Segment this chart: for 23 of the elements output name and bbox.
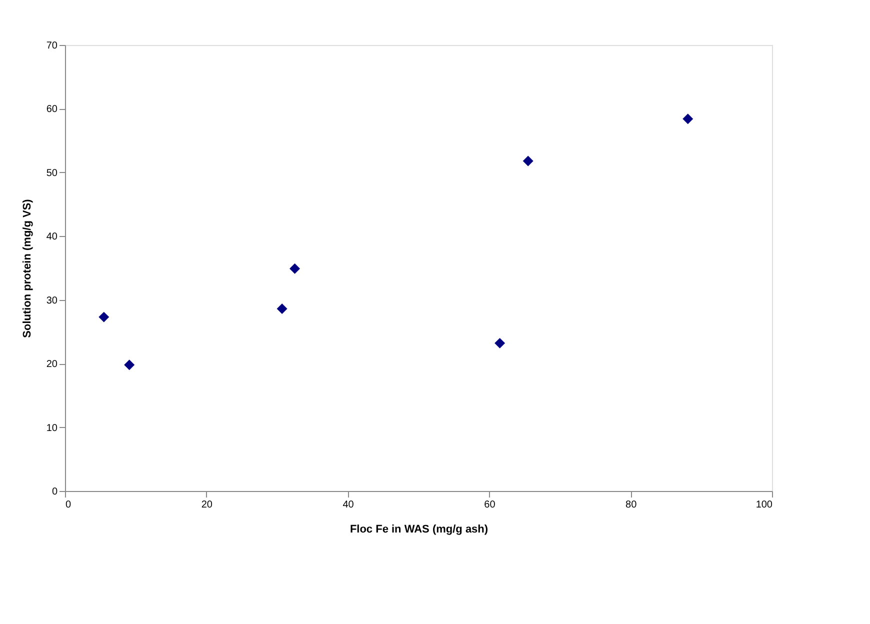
x-tick-label: 20 bbox=[201, 500, 213, 510]
point bbox=[124, 360, 135, 370]
y-tick-label: 70 bbox=[46, 40, 58, 52]
x-tick-label: 40 bbox=[342, 500, 354, 510]
y-tick-label: 60 bbox=[46, 104, 58, 116]
x-tick-label: 0 bbox=[66, 500, 72, 510]
x-tick-label: 60 bbox=[484, 500, 496, 510]
y-tick-label: 40 bbox=[46, 232, 58, 243]
x-tick-label: 80 bbox=[626, 500, 638, 510]
y-tick-label: 30 bbox=[46, 295, 58, 306]
point bbox=[522, 156, 534, 166]
point bbox=[682, 114, 694, 124]
point bbox=[494, 338, 506, 348]
x-axis-title: Floc Fe in WAS (mg/g ash) bbox=[350, 524, 488, 536]
y-tick-label: 20 bbox=[46, 359, 58, 370]
y-tick-label: 10 bbox=[46, 422, 58, 434]
x-tick-label: 100 bbox=[756, 500, 773, 510]
y-tick-label: 0 bbox=[52, 486, 58, 498]
y-axis-title: Solution protein (mg/g VS) bbox=[21, 198, 34, 338]
point bbox=[290, 263, 300, 274]
y-tick-label: 50 bbox=[46, 168, 58, 179]
point bbox=[276, 304, 288, 314]
point bbox=[98, 312, 110, 322]
